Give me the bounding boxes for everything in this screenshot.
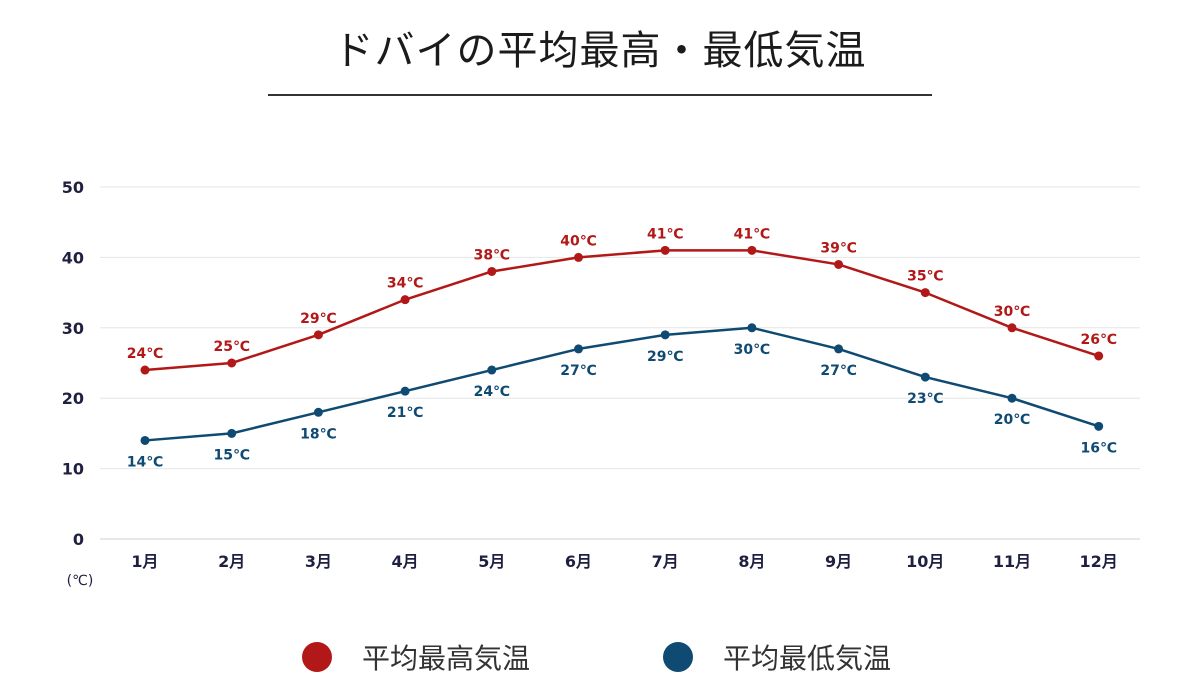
data-label: 20℃	[994, 412, 1030, 428]
legend-item-max: 平均最高気温	[302, 632, 530, 682]
legend-label-max: 平均最高気温	[362, 642, 531, 675]
data-point	[747, 245, 757, 255]
data-label: 18℃	[300, 426, 336, 442]
x-axis-ticks: 1月 2月 3月 4月 5月 6月 7月 8月 9月 10月 11月 12月	[131, 552, 1117, 571]
data-label: 38℃	[474, 247, 510, 263]
legend-swatch-min	[663, 642, 693, 672]
data-label: 24℃	[474, 384, 510, 400]
x-tick-label: 12月	[1080, 552, 1118, 571]
data-point	[834, 259, 844, 269]
chart-title: ドバイの平均最高・最低気温	[333, 28, 867, 74]
series-0: 24℃ 25℃ 29℃ 34℃ 38℃ 40℃ 41℃ 41℃ 39℃ 35℃ 30℃ 26℃	[127, 226, 1117, 375]
data-label: 27℃	[820, 363, 856, 379]
data-label: 24℃	[127, 346, 163, 362]
data-point	[574, 344, 583, 354]
data-point	[1007, 393, 1017, 403]
data-point	[487, 266, 497, 276]
data-label: 15℃	[213, 447, 249, 463]
y-axis-ticks: 0 10 20 30 40 50	[62, 178, 84, 549]
data-label: 29℃	[300, 311, 336, 327]
data-point	[140, 435, 150, 445]
x-tick-label: 1月	[131, 552, 158, 571]
legend-label-min: 平均最低気温	[723, 642, 892, 675]
legend-swatch-max	[302, 642, 332, 672]
legend: 平均最高気温 平均最低気温	[0, 632, 1200, 682]
data-point	[1007, 323, 1017, 333]
x-tick-label: 6月	[565, 552, 592, 571]
x-tick-label: 2月	[218, 552, 245, 571]
data-point	[1094, 351, 1104, 361]
data-point	[400, 295, 410, 305]
data-point	[140, 365, 150, 375]
data-label: 30℃	[734, 342, 770, 358]
x-tick-label: 10月	[906, 552, 944, 571]
y-tick-label: 20	[62, 389, 84, 408]
data-label: 30℃	[994, 304, 1030, 320]
data-point	[400, 386, 410, 396]
data-point	[920, 288, 930, 298]
series-line-0	[144, 249, 1100, 372]
title-underline	[268, 94, 932, 96]
y-tick-label: 0	[73, 530, 84, 549]
data-label: 16℃	[1080, 440, 1116, 456]
data-point	[574, 252, 583, 262]
legend-item-min: 平均最低気温	[663, 632, 891, 682]
y-axis-unit: (℃)	[67, 573, 94, 589]
series-1: 14℃ 15℃ 18℃ 21℃ 24℃ 27℃ 29℃ 30℃ 27℃ 23℃ 20℃ 16℃	[127, 323, 1117, 470]
data-label: 14℃	[127, 454, 163, 470]
data-point	[227, 358, 237, 368]
data-point	[747, 323, 757, 333]
data-label: 29℃	[647, 349, 683, 365]
data-label: 41℃	[647, 226, 683, 242]
data-label: 40℃	[560, 233, 596, 249]
x-tick-label: 8月	[738, 552, 765, 571]
x-tick-label: 7月	[652, 552, 679, 571]
data-point	[920, 372, 930, 382]
series-group: 24℃ 25℃29℃34℃38℃40℃ 41℃ 41℃39℃35℃30℃26℃14℃ 1…	[127, 226, 1117, 470]
data-label: 26℃	[1080, 332, 1116, 348]
data-label: 23℃	[907, 391, 943, 407]
data-point	[660, 330, 670, 340]
y-tick-label: 10	[62, 460, 84, 479]
y-tick-label: 50	[62, 178, 84, 197]
data-label: 25℃	[213, 339, 249, 355]
y-tick-label: 40	[62, 248, 84, 267]
y-tick-label: 30	[62, 319, 84, 338]
grid-lines	[100, 186, 1140, 540]
data-point	[487, 365, 497, 375]
x-tick-label: 11月	[993, 552, 1031, 571]
x-tick-label: 9月	[825, 552, 852, 571]
data-point	[227, 428, 237, 438]
data-label: 39℃	[820, 240, 856, 256]
data-label: 41℃	[734, 226, 770, 242]
x-tick-label: 4月	[392, 552, 419, 571]
data-point	[1094, 421, 1104, 431]
x-tick-label: 5月	[478, 552, 505, 571]
data-label: 27℃	[560, 363, 596, 379]
data-point	[313, 407, 323, 417]
data-point	[660, 245, 670, 255]
x-tick-label: 3月	[305, 552, 332, 571]
series-line-1	[144, 326, 1100, 442]
data-label: 34℃	[387, 276, 423, 292]
data-point	[313, 330, 323, 340]
data-label: 35℃	[907, 269, 943, 285]
data-point	[834, 344, 844, 354]
data-label: 21℃	[387, 405, 423, 421]
